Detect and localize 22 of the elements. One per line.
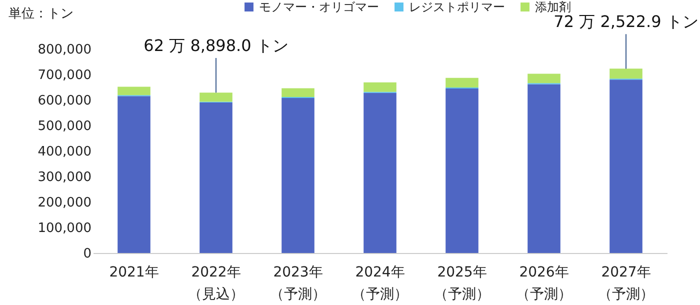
y-tick-label: 600,000: [38, 94, 92, 108]
y-tick-label: 0: [83, 246, 92, 262]
annotation: 72 万 2,522.9 トン: [554, 12, 698, 31]
x-tick-label: 2027年（予測）: [598, 264, 654, 302]
annotation: 62 万 8,898.0 トン: [144, 36, 288, 55]
y-tick-label: 700,000: [38, 68, 92, 83]
y-tick-label: 300,000: [38, 170, 92, 185]
legend-label: レジストポリマー: [409, 0, 505, 14]
x-tick-label: 2026年（予測）: [516, 264, 572, 302]
x-tick-label: 2025年（予測）: [434, 264, 490, 302]
y-tick-label: 500,000: [38, 119, 92, 134]
x-tick-label: 2023年（予測）: [270, 264, 326, 302]
x-tick-label: 2024年（予測）: [352, 264, 408, 302]
x-tick-label: 2021年: [109, 264, 159, 280]
y-tick-label: 100,000: [38, 221, 92, 236]
y-tick-label: 400,000: [38, 144, 92, 160]
legend-label: モノマー・オリゴマー: [259, 0, 379, 14]
legend-label: 添加剤: [535, 0, 571, 14]
y-tick-label: 800,000: [38, 42, 92, 58]
y-tick-label: 200,000: [38, 196, 92, 210]
x-tick-label: 2022年（見込）: [188, 264, 244, 302]
y-axis-title: 単位：トン: [8, 6, 74, 22]
